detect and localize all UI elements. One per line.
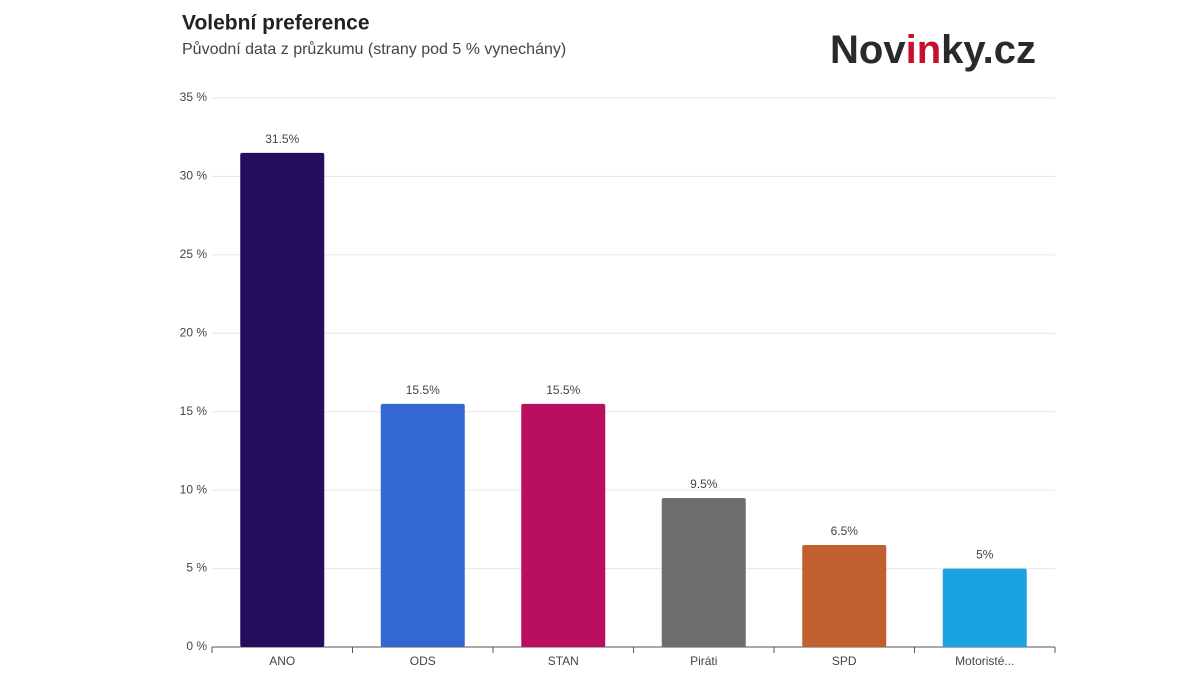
x-tick-label: ODS [410, 654, 436, 668]
value-label: 6.5% [831, 524, 859, 538]
x-tick-label: SPD [832, 654, 857, 668]
value-label: 31.5% [265, 132, 299, 146]
x-tick-label: STAN [548, 654, 579, 668]
logo-part: ky.cz [941, 28, 1036, 72]
bar [521, 403, 606, 647]
y-tick-label: 5 % [186, 561, 207, 575]
value-label: 5% [976, 548, 994, 562]
y-tick-label: 25 % [180, 247, 208, 261]
logo: Novinky.cz [830, 28, 1036, 72]
y-tick-label: 30 % [180, 169, 208, 183]
bar [661, 497, 746, 647]
logo-part: Nov [830, 28, 906, 72]
value-label: 15.5% [546, 383, 580, 397]
x-tick-label: Motoristé... [955, 654, 1014, 668]
y-tick-label: 10 % [180, 482, 208, 496]
y-tick-label: 15 % [180, 404, 208, 418]
y-tick-label: 20 % [180, 325, 208, 339]
bar [240, 152, 325, 647]
y-tick-label: 35 % [180, 90, 208, 104]
bar [802, 545, 887, 647]
value-label: 15.5% [406, 383, 440, 397]
x-tick-label: Piráti [690, 654, 717, 668]
chart-title: Volební preference [182, 12, 370, 35]
y-tick-label: 0 % [186, 639, 207, 653]
bar [942, 568, 1027, 647]
chart-subtitle: Původní data z průzkumu (strany pod 5 % … [182, 40, 566, 58]
logo-part: in [906, 28, 942, 72]
x-tick-label: ANO [269, 654, 295, 668]
value-label: 9.5% [690, 477, 718, 491]
bar [380, 403, 465, 647]
